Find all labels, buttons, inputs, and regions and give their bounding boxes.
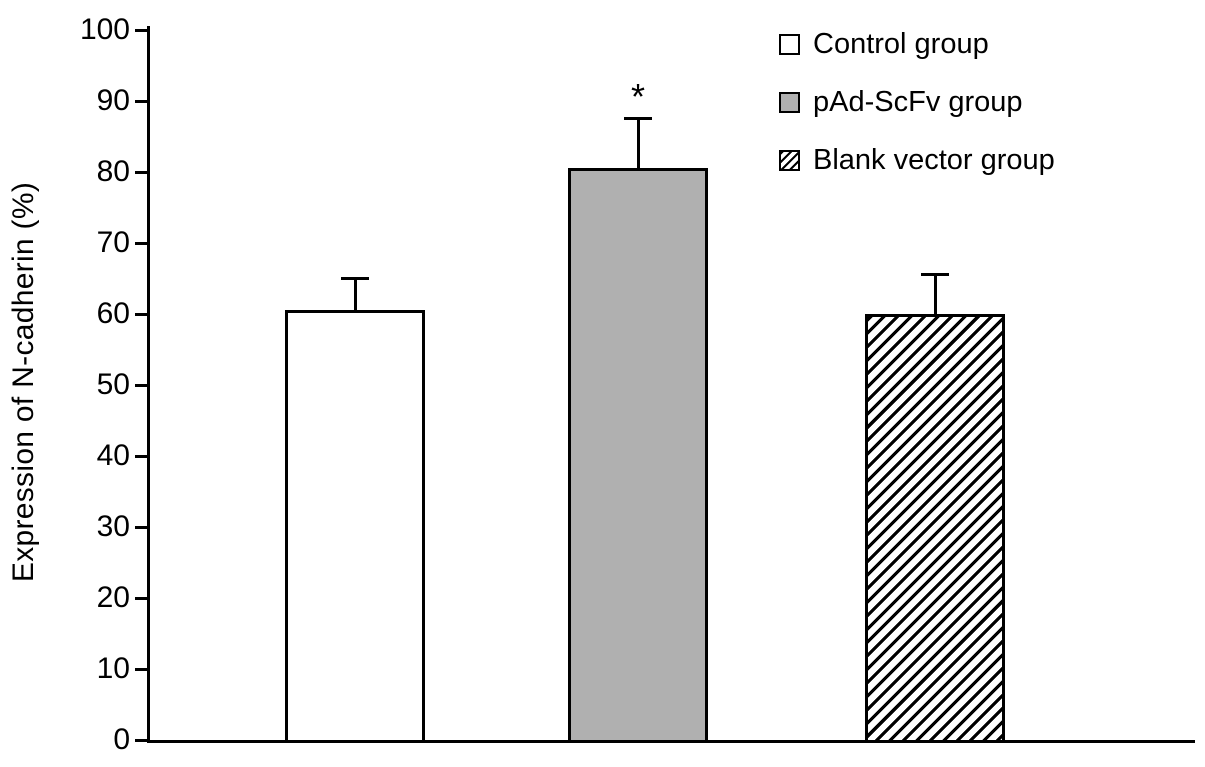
y-axis-line (147, 26, 150, 743)
error-bar-cap-control-group (341, 277, 369, 280)
legend-item-control-group: Control group (779, 26, 1055, 63)
legend-swatch-control-group-icon (779, 34, 800, 55)
legend: Control group pAd-ScFv group Blank vector … (779, 26, 1055, 200)
y-tick-label: 100 (79, 13, 130, 46)
y-tick-mark (135, 738, 147, 742)
legend-swatch-blank-vector-group-icon (779, 150, 800, 171)
y-tick-mark (135, 170, 147, 174)
y-tick-label: 90 (96, 84, 130, 117)
y-tick-mark (135, 383, 147, 387)
legend-swatch-pad-scfv-group-icon (779, 92, 800, 113)
legend-label: pAd-ScFv group (813, 86, 1023, 118)
y-tick-label: 70 (96, 226, 130, 259)
error-bar-cap-blank-vector-group (921, 273, 949, 277)
error-bar-pad-scfv-group (636, 118, 640, 169)
y-tick-mark (135, 312, 147, 316)
legend-item-pad-scfv-group: pAd-ScFv group (779, 84, 1055, 121)
y-tick-mark (135, 241, 147, 245)
y-tick-mark (135, 28, 147, 32)
error-bar-blank-vector-group (933, 274, 937, 314)
y-tick-mark (135, 596, 147, 600)
bar-pad-scfv-group (568, 168, 708, 743)
bar-control-group (285, 310, 425, 743)
y-tick-mark (135, 99, 147, 103)
error-bar-control-group (353, 278, 357, 311)
y-tick-label: 10 (96, 652, 130, 685)
y-tick-mark (135, 454, 147, 458)
y-tick-label: 0 (113, 723, 130, 756)
error-bar-cap-pad-scfv-group (624, 117, 652, 121)
y-tick-label: 60 (96, 297, 130, 330)
y-tick-label: 30 (96, 510, 130, 543)
y-tick-mark (135, 525, 147, 529)
y-tick-label: 50 (96, 368, 130, 401)
significance-marker: * (630, 75, 646, 117)
legend-item-blank-vector-group: Blank vector group (779, 142, 1055, 179)
bar-blank-vector-group (865, 314, 1005, 743)
legend-label: Blank vector group (813, 144, 1055, 176)
y-tick-label: 40 (96, 439, 130, 472)
y-tick-label: 80 (96, 155, 130, 188)
legend-label: Control group (813, 28, 989, 60)
y-tick-mark (135, 667, 147, 671)
y-tick-label: 20 (96, 581, 130, 614)
